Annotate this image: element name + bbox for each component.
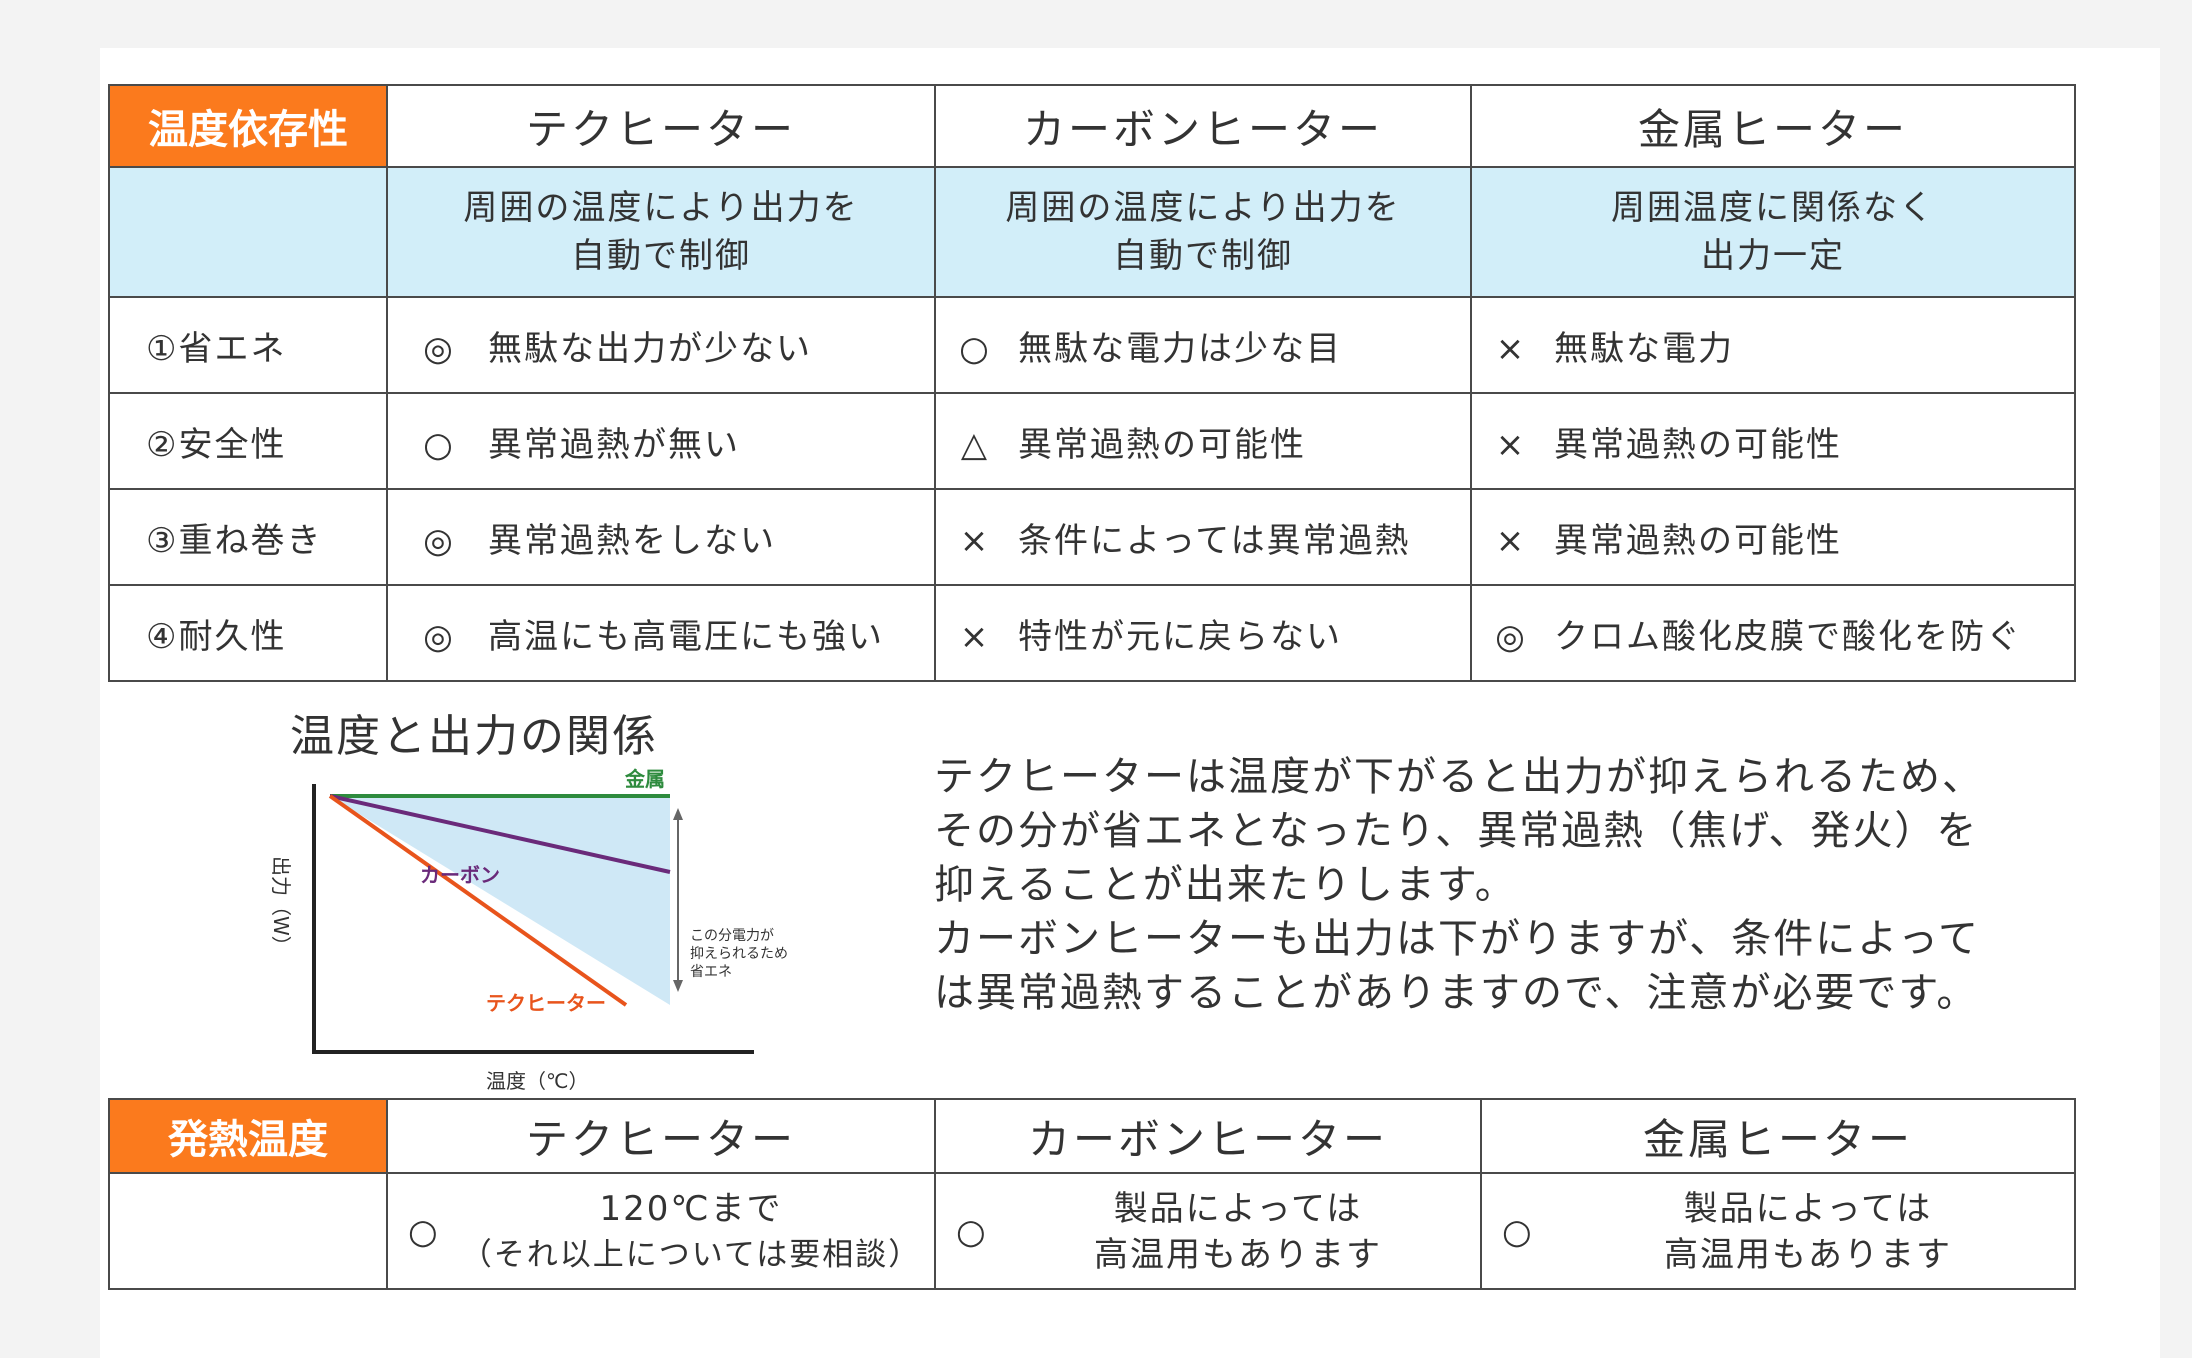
header-tech-heater: テクヒーター bbox=[386, 1098, 936, 1174]
rating-mark: × bbox=[959, 616, 991, 657]
cell-text: 特性が元に戻らない bbox=[1018, 616, 1342, 657]
cell-metal-temperature: ○ 製品によっては 高温用もあります bbox=[1480, 1172, 2076, 1290]
arrow-head-bottom bbox=[673, 980, 683, 992]
table2-tag: 発熱温度 bbox=[108, 1098, 388, 1174]
rating-mark: × bbox=[959, 520, 991, 561]
cell-tech-energy: ◎ 無駄な出力が少ない bbox=[386, 296, 936, 394]
header-tech-heater: テクヒーター bbox=[386, 84, 936, 168]
rating-mark: ○ bbox=[408, 1212, 438, 1252]
description-carbon: 周囲の温度により出力を 自動で制御 bbox=[934, 166, 1472, 298]
cell-line: 製品によっては bbox=[1113, 1189, 1363, 1229]
description-tech: 周囲の温度により出力を 自動で制御 bbox=[386, 166, 936, 298]
paragraph-line: テクヒーターは温度が下がると出力が抑えられるため、 bbox=[934, 754, 1984, 800]
series-label-carbon: カーボン bbox=[420, 863, 500, 887]
cell-text: 高温にも高電圧にも強い bbox=[488, 616, 884, 657]
rating-mark: ◎ bbox=[1495, 616, 1527, 657]
rating-mark: ◎ bbox=[423, 616, 455, 657]
cell-carbon-temperature: ○ 製品によっては 高温用もあります bbox=[934, 1172, 1482, 1290]
rating-mark: × bbox=[1495, 328, 1527, 369]
header-carbon-heater: カーボンヒーター bbox=[934, 1098, 1482, 1174]
cell-metal-overlap: × 異常過熱の可能性 bbox=[1470, 488, 2076, 586]
rating-mark: △ bbox=[960, 424, 990, 465]
description-line: 周囲温度に関係なく bbox=[1611, 188, 1935, 228]
row-label-durability: ④耐久性 bbox=[108, 584, 388, 682]
cell-metal-durability: ◎ クロム酸化皮膜で酸化を防ぐ bbox=[1470, 584, 2076, 682]
description-line: 周囲の温度により出力を bbox=[1005, 188, 1401, 228]
arrow-head-top bbox=[673, 808, 683, 820]
table-row: ③重ね巻き ◎ 異常過熱をしない × 条件によっては異常過熱 × 異常過熱の可能性 bbox=[108, 488, 2076, 586]
cell-line: 製品によっては bbox=[1683, 1189, 1933, 1229]
temperature-output-chart: 金属 カーボン テクヒーター この分電力が 抑えられるため 省エネ 出力（W） … bbox=[269, 767, 788, 1093]
cell-carbon-safety: △ 異常過熱の可能性 bbox=[934, 392, 1472, 490]
cell-carbon-energy: ○ 無駄な電力は少な目 bbox=[934, 296, 1472, 394]
table1-tag: 温度依存性 bbox=[108, 84, 388, 168]
rating-mark: ○ bbox=[956, 1212, 986, 1252]
heating-temperature-table: 発熱温度 テクヒーター カーボンヒーター 金属ヒーター ○ 120℃まで （それ… bbox=[108, 1098, 2076, 1290]
cell-line: 高温用もあります bbox=[1094, 1235, 1382, 1275]
chart-title: 温度と出力の関係 bbox=[290, 711, 658, 762]
cell-tech-durability: ◎ 高温にも高電圧にも強い bbox=[386, 584, 936, 682]
cell-text: 異常過熱の可能性 bbox=[1018, 424, 1306, 465]
cell-tech-temperature: ○ 120℃まで （それ以上については要相談） bbox=[386, 1172, 936, 1290]
rating-mark: ○ bbox=[959, 328, 991, 369]
description-line: 出力一定 bbox=[1701, 236, 1845, 276]
rating-mark: ◎ bbox=[423, 328, 455, 369]
explanation-paragraph: テクヒーターは温度が下がると出力が抑えられるため、 その分が省エネとなったり、異… bbox=[934, 750, 2084, 1020]
header-carbon-heater: カーボンヒーター bbox=[934, 84, 1472, 168]
rating-mark: ○ bbox=[423, 424, 455, 465]
cell-metal-energy: × 無駄な電力 bbox=[1470, 296, 2076, 394]
cell-carbon-durability: × 特性が元に戻らない bbox=[934, 584, 1472, 682]
paragraph-line: は異常過熱することがありますので、注意が必要です。 bbox=[934, 970, 1979, 1016]
annotation-line: 抑えられるため bbox=[690, 946, 788, 962]
table-row: ○ 120℃まで （それ以上については要相談） ○ 製品によっては 高温用もあり… bbox=[108, 1172, 2076, 1290]
cell-tech-overlap: ◎ 異常過熱をしない bbox=[386, 488, 936, 586]
cell-line: 高温用もあります bbox=[1664, 1235, 1952, 1275]
series-label-tech: テクヒーター bbox=[486, 991, 606, 1015]
paragraph-line: 抑えることが出来たりします。 bbox=[934, 862, 1517, 908]
cell-text: 無駄な出力が少ない bbox=[488, 328, 812, 369]
rating-mark: × bbox=[1495, 520, 1527, 561]
cell-text: 異常過熱の可能性 bbox=[1554, 520, 1842, 561]
description-metal: 周囲温度に関係なく 出力一定 bbox=[1470, 166, 2076, 298]
description-line: 自動で制御 bbox=[571, 236, 751, 276]
description-line: 自動で制御 bbox=[1113, 236, 1293, 276]
empty-cell bbox=[108, 1172, 388, 1290]
savings-area bbox=[330, 796, 670, 1005]
description-line: 周囲の温度により出力を bbox=[463, 188, 859, 228]
series-label-metal: 金属 bbox=[624, 767, 665, 791]
table-row: ②安全性 ○ 異常過熱が無い △ 異常過熱の可能性 × 異常過熱の可能性 bbox=[108, 392, 2076, 490]
cell-line: （それ以上については要相談） bbox=[460, 1237, 922, 1273]
header-metal-heater: 金属ヒーター bbox=[1480, 1098, 2076, 1174]
cell-metal-safety: × 異常過熱の可能性 bbox=[1470, 392, 2076, 490]
table-row: ①省エネ ◎ 無駄な出力が少ない ○ 無駄な電力は少な目 × 無駄な電力 bbox=[108, 296, 2076, 394]
cell-text: 無駄な電力 bbox=[1554, 328, 1734, 369]
header-metal-heater: 金属ヒーター bbox=[1470, 84, 2076, 168]
carbon-line bbox=[329, 794, 671, 874]
cell-text: 条件によっては異常過熱 bbox=[1018, 520, 1411, 561]
x-axis-label: 温度（℃） bbox=[486, 1069, 588, 1093]
cell-text: 異常過熱の可能性 bbox=[1554, 424, 1842, 465]
description-empty-cell bbox=[108, 166, 388, 298]
rating-mark: × bbox=[1495, 424, 1527, 465]
cell-text: クロム酸化皮膜で酸化を防ぐ bbox=[1554, 616, 2022, 657]
paragraph-line: その分が省エネとなったり、異常過熱（焦げ、発火）を bbox=[934, 808, 1979, 854]
cell-tech-safety: ○ 異常過熱が無い bbox=[386, 392, 936, 490]
rating-mark: ◎ bbox=[423, 520, 455, 561]
annotation-line: この分電力が bbox=[690, 928, 774, 944]
cell-text: 無駄な電力は少な目 bbox=[1018, 328, 1342, 369]
cell-line: 120℃まで bbox=[599, 1189, 783, 1229]
cell-text: 異常過熱をしない bbox=[488, 520, 776, 561]
tech-line bbox=[328, 794, 628, 1007]
row-label-overlap: ③重ね巻き bbox=[108, 488, 388, 586]
annotation-line: 省エネ bbox=[690, 964, 732, 980]
paragraph-line: カーボンヒーターも出力は下がりますが、条件によって bbox=[934, 916, 1980, 962]
rating-mark: ○ bbox=[1502, 1212, 1532, 1252]
cell-text: 異常過熱が無い bbox=[488, 424, 740, 465]
cell-carbon-overlap: × 条件によっては異常過熱 bbox=[934, 488, 1472, 586]
temperature-dependence-table: 温度依存性 テクヒーター カーボンヒーター 金属ヒーター 周囲の温度により出力を… bbox=[108, 84, 2076, 682]
row-label-safety: ②安全性 bbox=[108, 392, 388, 490]
y-axis-label: 出力（W） bbox=[269, 856, 293, 956]
table-row: ④耐久性 ◎ 高温にも高電圧にも強い × 特性が元に戻らない ◎ クロム酸化皮膜で酸化… bbox=[108, 584, 2076, 682]
row-label-energy: ①省エネ bbox=[108, 296, 388, 394]
